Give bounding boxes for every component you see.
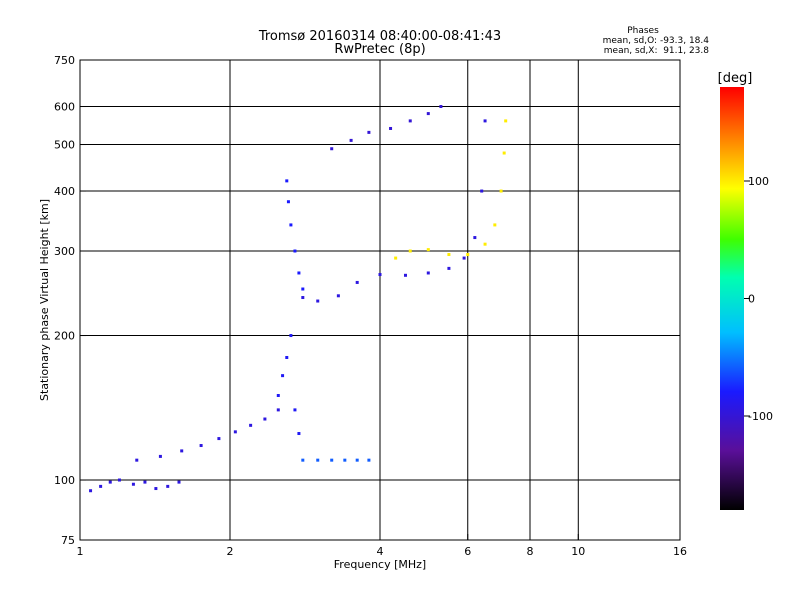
data-point (504, 119, 508, 123)
x-tick-label: 6 (464, 545, 471, 558)
data-points (89, 105, 508, 493)
phase-info-o: mean, sd,O: -93.3, 18.4 (603, 36, 710, 46)
data-point (131, 482, 135, 486)
data-point (117, 478, 121, 482)
data-point (286, 200, 290, 204)
data-point (177, 480, 181, 484)
data-point (367, 458, 371, 462)
y-tick-label: 750 (54, 54, 75, 67)
x-tick-label: 8 (527, 545, 534, 558)
data-point (285, 355, 289, 359)
data-point (447, 253, 451, 257)
colorbar-ticks: 100 0 -100 (744, 175, 773, 423)
data-point (462, 256, 466, 260)
colorbar-label: [deg] (718, 71, 753, 86)
data-point (426, 248, 430, 252)
data-point (343, 458, 347, 462)
data-point (349, 138, 353, 142)
data-point (281, 374, 285, 378)
data-point (166, 484, 170, 488)
data-point (499, 189, 503, 193)
data-point (289, 334, 293, 338)
grid-lines (80, 60, 680, 540)
data-point (143, 480, 147, 484)
x-axis: 1 2 4 6 8 10 16 (77, 534, 687, 558)
colorbar (720, 87, 744, 510)
data-point (180, 449, 184, 453)
y-tick-label: 300 (54, 245, 75, 258)
data-point (355, 458, 359, 462)
data-point (426, 271, 430, 275)
data-point (502, 151, 506, 155)
x-axis-label: Frequency [MHz] (334, 558, 426, 571)
data-point (408, 249, 412, 253)
data-point (473, 236, 477, 240)
data-point (439, 105, 443, 109)
data-point (233, 430, 237, 434)
y-tick-label: 200 (54, 330, 75, 343)
x-tick-label: 16 (673, 545, 687, 558)
data-point (297, 432, 301, 436)
data-point (483, 242, 487, 246)
chart-title: Tromsø 20160314 08:40:00-08:41:43 (258, 29, 501, 44)
data-point (330, 147, 334, 151)
data-point (466, 253, 470, 257)
colorbar-tick-label: -100 (748, 410, 773, 423)
y-tick-label: 100 (54, 474, 75, 487)
data-point (276, 394, 280, 398)
data-point (293, 408, 297, 412)
data-point (263, 417, 267, 421)
data-point (316, 299, 320, 303)
y-tick-label: 400 (54, 185, 75, 198)
data-point (480, 189, 484, 193)
data-point (297, 271, 301, 275)
y-tick-label: 500 (54, 139, 75, 152)
y-axis: 75 100 200 300 400 500 600 750 (54, 54, 86, 547)
data-point (483, 119, 487, 123)
data-point (217, 437, 221, 441)
y-tick-label: 600 (54, 101, 75, 114)
x-tick-label: 1 (77, 545, 84, 558)
data-point (378, 273, 382, 277)
data-point (389, 126, 393, 130)
y-tick-label: 75 (61, 534, 75, 547)
data-point (426, 112, 430, 116)
colorbar-tick-label: 0 (748, 293, 755, 306)
data-point (89, 489, 93, 493)
x-tick-label: 10 (571, 545, 585, 558)
data-point (158, 454, 162, 458)
data-point (355, 280, 359, 284)
data-point (408, 119, 412, 123)
data-point (301, 296, 305, 300)
data-point (99, 484, 103, 488)
data-point (330, 458, 334, 462)
data-point (403, 273, 407, 277)
data-point (301, 287, 305, 291)
data-point (394, 256, 398, 260)
data-point (289, 223, 293, 227)
x-tick-label: 4 (377, 545, 384, 558)
data-point (447, 266, 451, 270)
data-point (285, 179, 289, 183)
data-point (154, 487, 158, 491)
data-point (367, 130, 371, 134)
data-point (108, 480, 112, 484)
data-point (199, 444, 203, 448)
chart-subtitle: RwPretec (8p) (334, 42, 425, 57)
x-tick-label: 2 (227, 545, 234, 558)
phase-info-heading: Phases (627, 26, 659, 36)
data-point (276, 408, 280, 412)
data-point (249, 423, 253, 427)
phase-info-x: mean, sd,X: 91.1, 23.8 (604, 46, 710, 56)
data-point (293, 249, 297, 253)
data-point (493, 223, 497, 227)
colorbar-tick-label: 100 (748, 175, 769, 188)
data-point (316, 458, 320, 462)
y-axis-label: Stationary phase Virtual Height [km] (38, 199, 51, 401)
data-point (135, 458, 139, 462)
data-point (301, 458, 305, 462)
data-point (336, 294, 340, 298)
